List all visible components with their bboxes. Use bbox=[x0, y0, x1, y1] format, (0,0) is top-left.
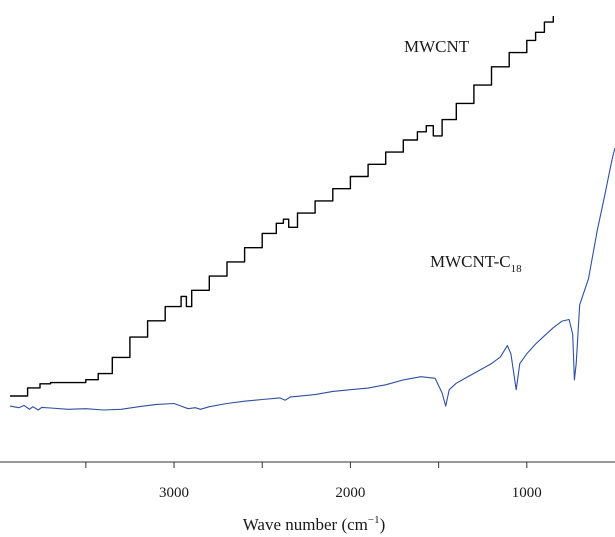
series-line-mwcnt bbox=[10, 16, 554, 397]
series-label-mwcnt-text: MWCNT bbox=[404, 37, 470, 56]
x-tick-labels: 3000 2000 1000 bbox=[159, 485, 542, 501]
series-line-mwcnt-c18 bbox=[9, 147, 615, 411]
series-label-mwcnt: MWCNT bbox=[404, 37, 470, 56]
x-tick-label-3000: 3000 bbox=[159, 485, 189, 501]
x-tick-label-1000: 1000 bbox=[512, 485, 542, 501]
x-axis-title-close: ) bbox=[380, 515, 386, 534]
series-label-mwcnt-c18: MWCNT-C18 bbox=[430, 252, 522, 275]
x-axis-title-text: Wave number (cm bbox=[243, 515, 368, 534]
x-tick-label-2000: 2000 bbox=[335, 485, 365, 501]
plot-lines bbox=[9, 16, 615, 411]
series-label-mwcnt-c18-sub: 18 bbox=[511, 263, 523, 275]
x-axis-title-sup: −1 bbox=[368, 514, 380, 526]
x-axis-title: Wave number (cm−1) bbox=[243, 514, 386, 534]
series-label-mwcnt-c18-text: MWCNT-C bbox=[430, 252, 511, 271]
x-ticks bbox=[85, 462, 528, 468]
